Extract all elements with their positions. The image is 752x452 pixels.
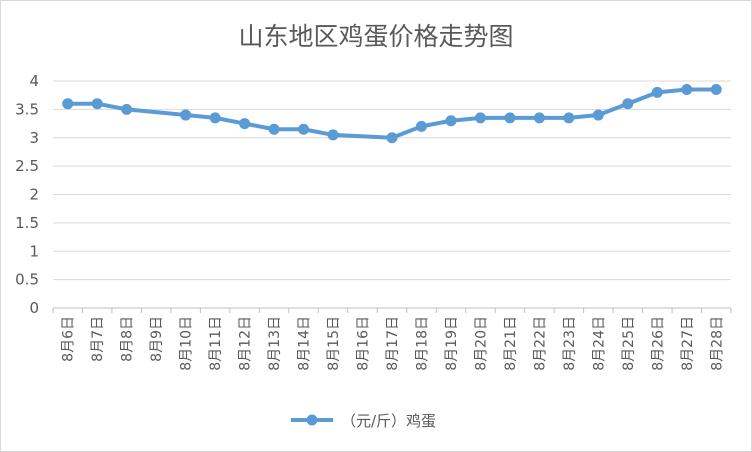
x-tick-label: 8月7日 [90,316,106,362]
series-layer [62,84,722,144]
x-tick-label: 8月20日 [473,316,489,371]
legend-marker [306,414,318,426]
y-tick-label: 0 [29,299,39,317]
y-tick-label: 3 [29,129,39,147]
series-line [65,87,719,140]
x-tick-label: 8月28日 [709,316,725,371]
x-tick-label: 8月8日 [120,316,136,362]
data-point[interactable] [209,112,221,124]
y-tick-label: 2.5 [15,157,39,175]
x-tick-label: 8月10日 [179,316,195,371]
x-axis [52,307,732,313]
x-tick-label: 8月25日 [621,316,637,371]
data-point[interactable] [91,98,103,110]
x-axis-ticks: 8月6日 8月7日 8月8日 8月9日 8月10日 8月11日 8月12日 8月13日 8月14… [61,316,726,371]
legend[interactable]: （元/斤）鸡蛋 [291,412,436,430]
data-point[interactable] [563,112,575,124]
data-point[interactable] [386,132,398,144]
data-point[interactable] [681,84,693,96]
x-tick-label: 8月18日 [414,316,430,371]
data-point[interactable] [298,123,310,135]
x-tick-label: 8月17日 [385,316,401,371]
data-point[interactable] [592,109,604,121]
data-point[interactable] [445,115,457,127]
data-point[interactable] [622,98,634,110]
x-tick-label: 8月11日 [208,316,224,371]
data-point[interactable] [62,98,74,110]
x-tick-label: 8月24日 [591,316,607,371]
data-point[interactable] [121,103,133,115]
data-point[interactable] [651,86,663,98]
y-axis-ticks: 0 0.5 1 1.5 2 2.5 3 3.5 4 [15,72,39,317]
y-tick-label: 2 [29,186,39,204]
x-tick-label: 8月6日 [61,316,77,362]
x-tick-label: 8月21日 [503,316,519,371]
y-tick-label: 3.5 [15,100,39,118]
data-point[interactable] [415,120,427,132]
data-point[interactable] [710,84,722,96]
x-tick-label: 8月26日 [650,316,666,371]
x-tick-label: 8月16日 [356,316,372,371]
data-point[interactable] [239,118,251,130]
y-tick-label: 4 [29,72,39,90]
x-tick-label: 8月14日 [297,316,313,371]
data-point[interactable] [474,112,486,124]
data-point[interactable] [533,112,545,124]
x-tick-label: 8月23日 [562,316,578,371]
chart-title: 山东地区鸡蛋价格走势图 [238,22,513,51]
data-point[interactable] [327,129,339,141]
x-tick-label: 8月27日 [680,316,696,371]
y-tick-label: 1.5 [15,214,39,232]
data-point[interactable] [180,109,192,121]
data-point[interactable] [504,112,516,124]
x-tick-label: 8月19日 [444,316,460,371]
y-tick-label: 1 [29,242,39,260]
x-tick-label: 8月9日 [149,316,165,362]
y-tick-label: 0.5 [15,271,39,289]
data-point[interactable] [268,123,280,135]
legend-label: （元/斤）鸡蛋 [341,412,436,430]
x-tick-label: 8月13日 [267,316,283,371]
x-tick-label: 8月12日 [238,316,254,371]
x-tick-label: 8月15日 [326,316,342,371]
x-tick-label: 8月22日 [532,316,548,371]
